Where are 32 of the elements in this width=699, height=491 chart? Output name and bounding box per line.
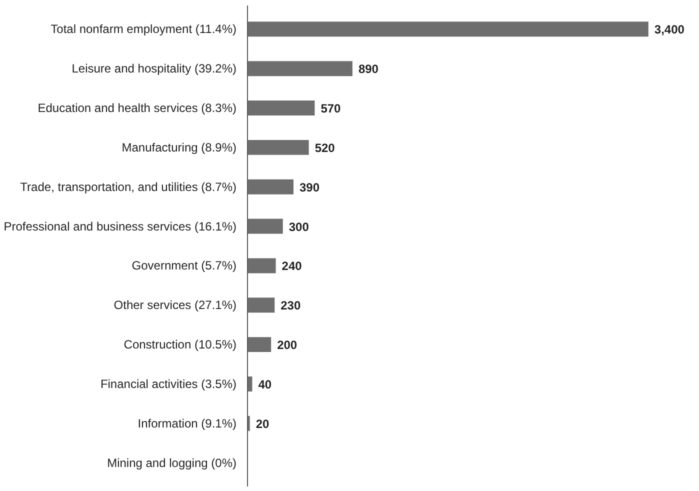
bar xyxy=(248,337,272,352)
bar xyxy=(248,218,283,234)
y-tick-label: Total nonfarm employment (11.4%) xyxy=(50,22,237,36)
data-label: 230 xyxy=(280,298,301,313)
y-tick-label: Manufacturing (8.9%) xyxy=(122,140,237,154)
bar xyxy=(248,61,352,76)
y-tick-label: Mining and logging (0%) xyxy=(107,456,237,470)
y-tick-label: Government (5.7%) xyxy=(132,258,237,273)
y-tick-label: Information (9.1%) xyxy=(138,416,237,430)
data-label: 200 xyxy=(277,338,298,352)
data-label: 3,400 xyxy=(654,22,685,37)
data-label: 890 xyxy=(358,62,379,76)
data-label: 570 xyxy=(320,102,342,116)
bar xyxy=(248,258,276,274)
data-label: 520 xyxy=(314,140,336,155)
bar xyxy=(248,140,309,155)
bar xyxy=(248,298,275,313)
y-tick-label: Financial activities (3.5%) xyxy=(100,376,237,391)
y-tick-label: Education and health services (8.3%) xyxy=(38,101,237,116)
bar xyxy=(248,22,648,37)
data-label: 40 xyxy=(258,377,272,392)
data-label: 300 xyxy=(288,220,310,234)
bar xyxy=(248,100,315,116)
y-tick-label: Professional and business services (16.1%) xyxy=(4,219,237,234)
data-label: 240 xyxy=(282,259,302,274)
bar xyxy=(248,179,294,194)
data-label: 390 xyxy=(299,180,320,194)
y-tick-label: Leisure and hospitality (39.2%) xyxy=(72,62,237,76)
y-tick-label: Other services (27.1%) xyxy=(114,298,237,312)
y-tick-label: Trade, transportation, and utilities (8.7%) xyxy=(20,180,237,194)
y-tick-label: Construction (10.5%) xyxy=(124,338,237,352)
data-label: 20 xyxy=(256,416,270,431)
